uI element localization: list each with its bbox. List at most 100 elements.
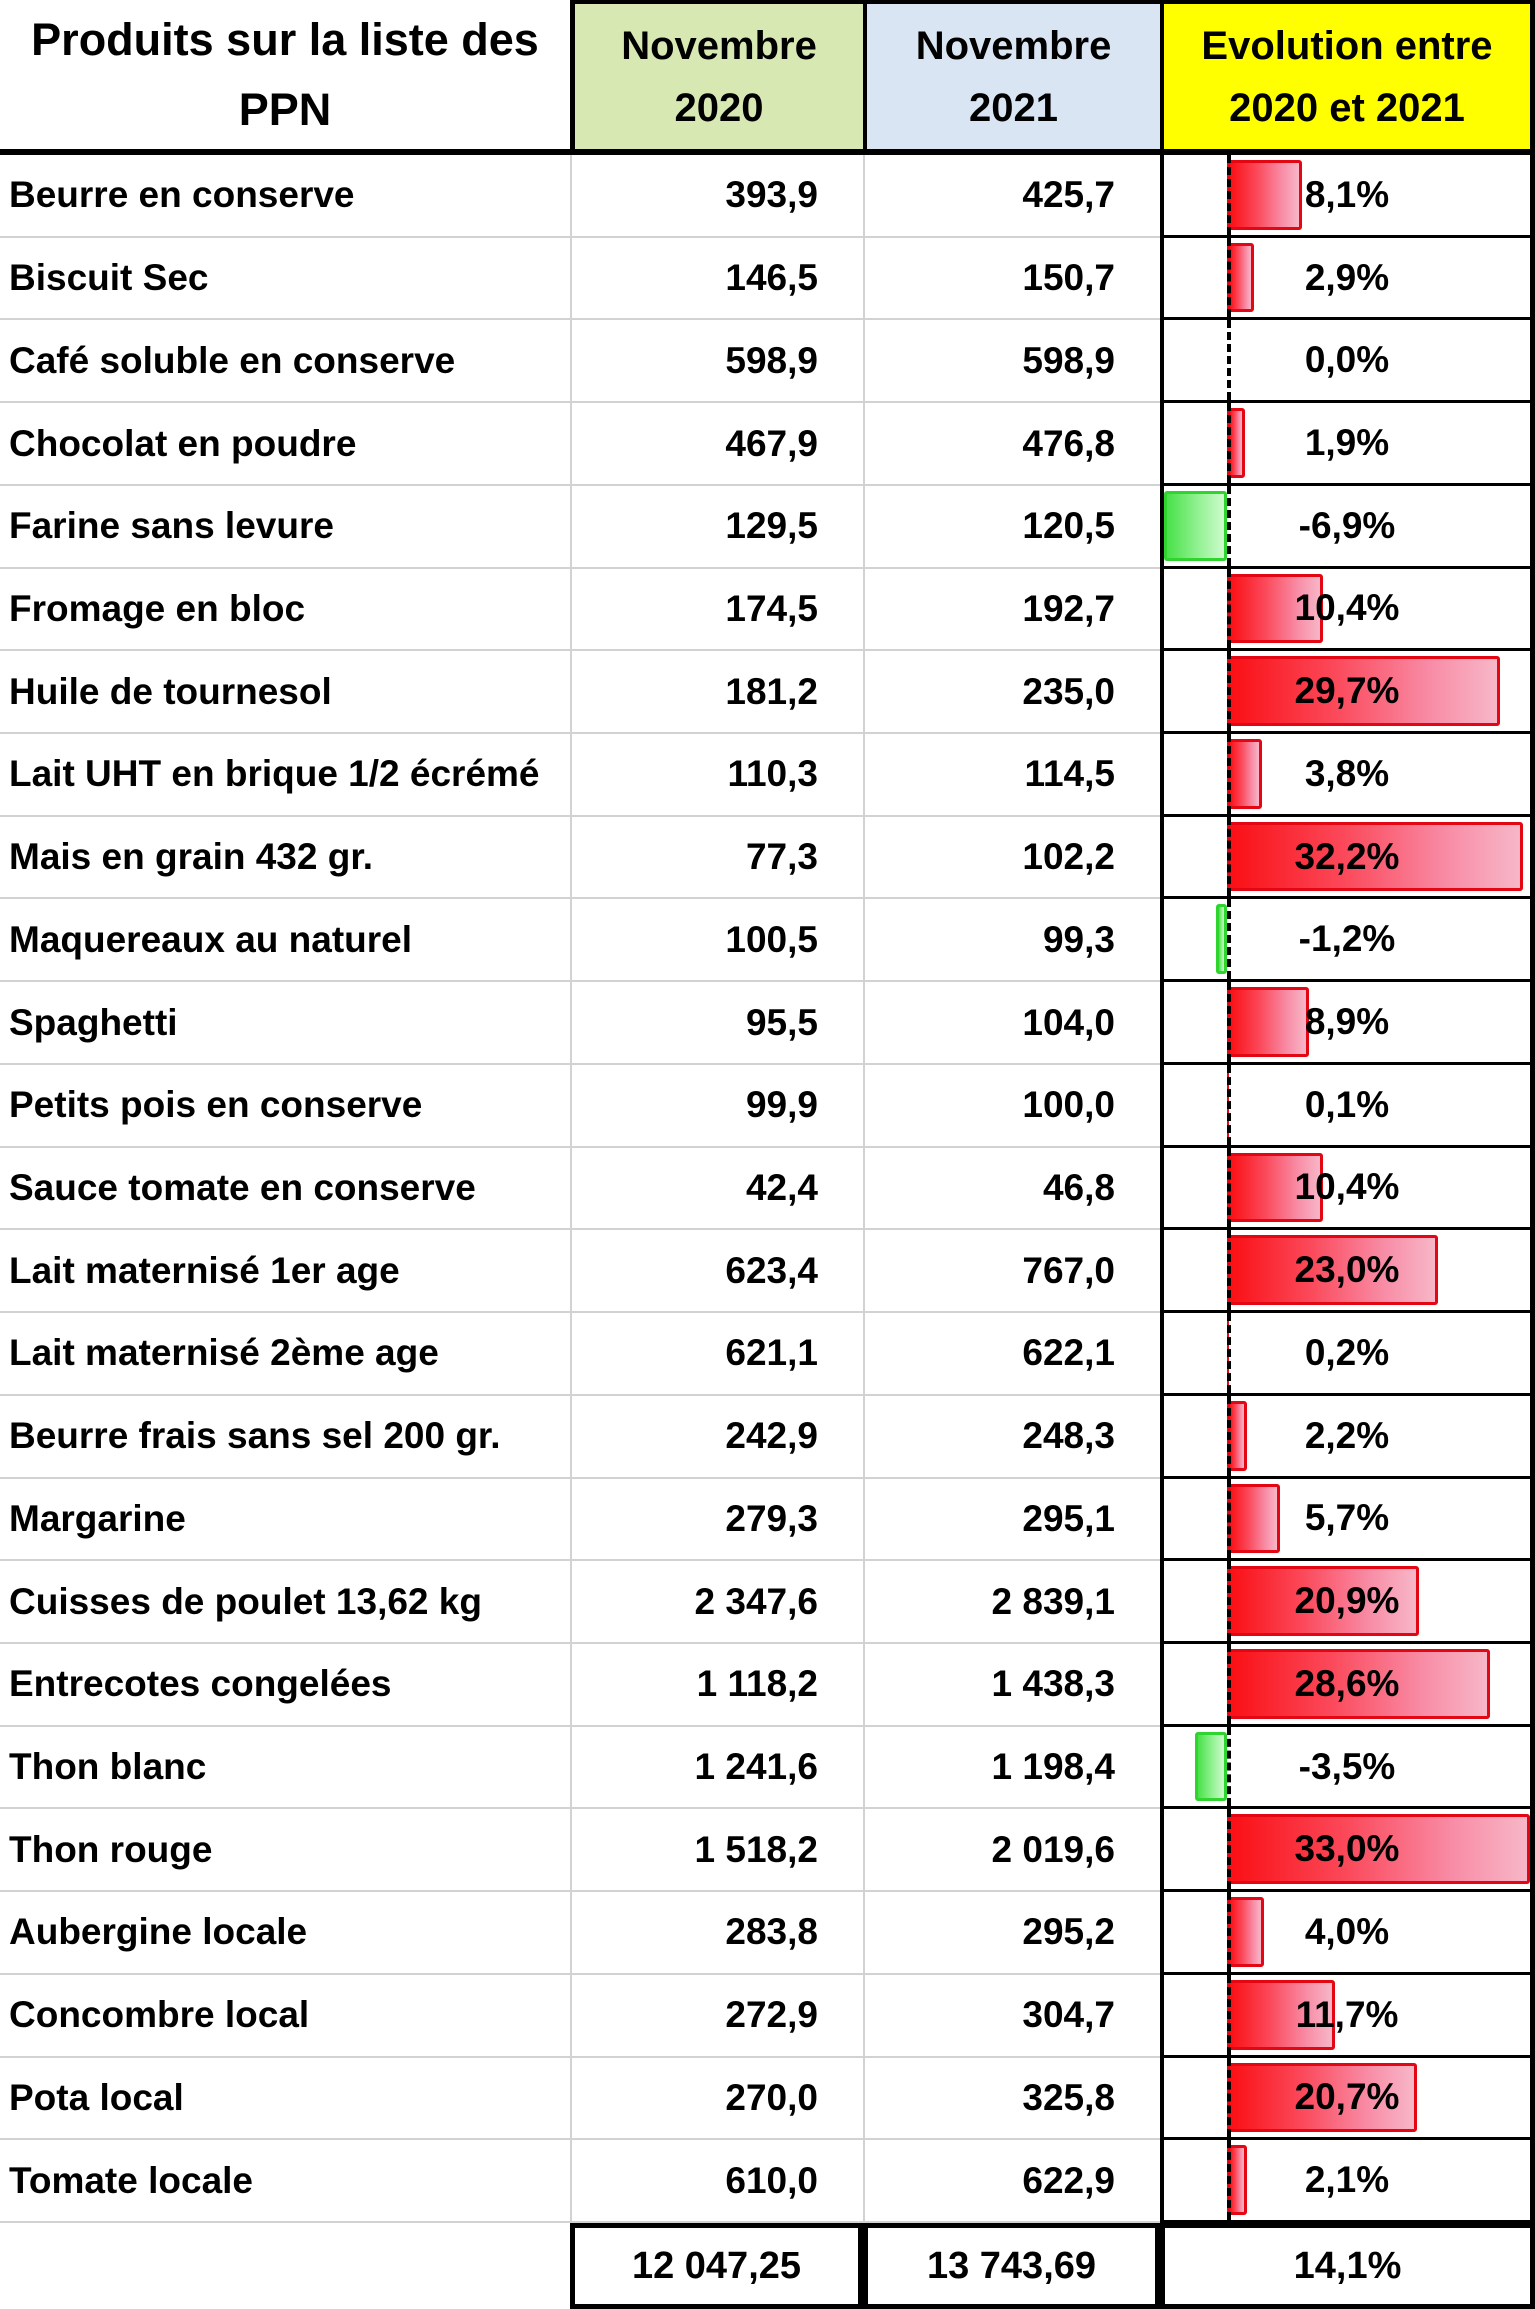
nov-2021-value: 598,9 <box>863 320 1160 404</box>
nov-2020-value: 272,9 <box>570 1974 863 2058</box>
nov-2021-value: 1 438,3 <box>863 1643 1160 1727</box>
nov-2021-value: 114,5 <box>863 734 1160 817</box>
nov-2020-value: 174,5 <box>570 568 863 652</box>
evolution-cell: -1,2% <box>1160 899 1535 983</box>
evolution-percent: 4,0% <box>1304 1910 1390 1952</box>
table-row: Sauce tomate en conserve 42,4 46,8 10,4% <box>0 1147 1535 1231</box>
nov-2020-value: 146,5 <box>570 237 863 321</box>
evolution-data-bar <box>1227 656 1500 727</box>
header-nov-2021-line2: 2021 <box>969 85 1058 130</box>
evolution-cell: 20,9% <box>1160 1561 1535 1644</box>
nov-2021-value: 767,0 <box>863 1230 1160 1314</box>
header-evolution: Evolution entre 2020 et 2021 <box>1160 0 1535 149</box>
product-name: Thon blanc <box>0 1727 570 1810</box>
table-row: Farine sans levure 129,5 120,5 -6,9% <box>0 485 1535 569</box>
table-row: Margarine 279,3 295,1 5,7% <box>0 1478 1535 1562</box>
evolution-data-bar <box>1227 1235 1439 1306</box>
table-row: Aubergine locale 283,8 295,2 4,0% <box>0 1892 1535 1975</box>
nov-2020-value: 270,0 <box>570 2057 863 2141</box>
zero-axis-line <box>1227 1064 1232 1145</box>
zero-axis-line <box>1227 1395 1232 1476</box>
table-row: Cuisses de poulet 13,62 kg 2 347,6 2 839,1… <box>0 1561 1535 1644</box>
nov-2021-value: 295,2 <box>863 1892 1160 1975</box>
evolution-percent: 23,0% <box>1294 1249 1400 1291</box>
table-row: Maquereaux au naturel 100,5 99,3 -1,2% <box>0 899 1535 983</box>
evolution-data-bar <box>1164 490 1228 561</box>
evolution-percent: 10,4% <box>1294 1166 1400 1208</box>
nov-2020-value: 242,9 <box>570 1395 863 1479</box>
product-name: Spaghetti <box>0 982 570 1065</box>
table-body: Beurre en conserve 393,9 425,7 8,1% Biscuit … <box>0 155 1535 2223</box>
nov-2020-value: 1 518,2 <box>570 1809 863 1893</box>
table-row: Huile de tournesol 181,2 235,0 29,7% <box>0 651 1535 735</box>
evolution-cell: 8,9% <box>1160 982 1535 1065</box>
nov-2020-value: 181,2 <box>570 651 863 735</box>
table-row: Lait maternisé 1er age 623,4 767,0 23,0% <box>0 1230 1535 1314</box>
header-nov-2021: Novembre 2021 <box>863 0 1160 149</box>
evolution-percent: 28,6% <box>1294 1662 1400 1704</box>
evolution-percent: 10,4% <box>1294 587 1400 629</box>
total-evolution: 14,1% <box>1160 2223 1535 2309</box>
nov-2021-value: 304,7 <box>863 1974 1160 2058</box>
zero-axis-line <box>1227 899 1232 980</box>
nov-2020-value: 95,5 <box>570 982 863 1065</box>
nov-2020-value: 1 241,6 <box>570 1726 863 1810</box>
product-name: Petits pois en conserve <box>0 1065 570 1148</box>
product-name: Lait maternisé 2ème age <box>0 1313 570 1396</box>
header-evolution-line1: Evolution entre <box>1201 23 1493 68</box>
zero-axis-line <box>1227 403 1232 483</box>
evolution-cell: 2,9% <box>1160 237 1535 321</box>
nov-2020-value: 598,9 <box>570 320 863 404</box>
evolution-percent: 2,9% <box>1304 256 1390 298</box>
table-row: Thon blanc 1 241,6 1 198,4 -3,5% <box>0 1726 1535 1810</box>
evolution-data-bar <box>1216 904 1228 975</box>
nov-2020-value: 283,8 <box>570 1892 863 1975</box>
zero-axis-line <box>1227 485 1232 566</box>
evolution-data-bar <box>1227 2062 1418 2133</box>
table-row: Chocolat en poudre 467,9 476,8 1,9% <box>0 403 1535 486</box>
evolution-cell: 10,4% <box>1160 1147 1535 1231</box>
evolution-percent: -3,5% <box>1298 1745 1396 1787</box>
evolution-percent: 1,9% <box>1304 422 1390 464</box>
nov-2021-value: 235,0 <box>863 651 1160 735</box>
evolution-cell: 28,6% <box>1160 1643 1535 1727</box>
nov-2020-value: 110,3 <box>570 734 863 817</box>
zero-axis-line <box>1227 237 1232 318</box>
evolution-cell: 8,1% <box>1160 155 1535 238</box>
evolution-percent: -1,2% <box>1298 918 1396 960</box>
evolution-percent: 2,2% <box>1304 1414 1390 1456</box>
evolution-percent: 3,8% <box>1304 752 1390 794</box>
table-row: Fromage en bloc 174,5 192,7 10,4% <box>0 568 1535 652</box>
nov-2020-value: 279,3 <box>570 1478 863 1562</box>
total-spacer <box>0 2223 570 2309</box>
evolution-data-bar <box>1227 573 1323 644</box>
nov-2021-value: 150,7 <box>863 237 1160 321</box>
nov-2021-value: 99,3 <box>863 899 1160 983</box>
evolution-percent: 5,7% <box>1304 1497 1390 1539</box>
evolution-cell: -6,9% <box>1160 485 1535 569</box>
zero-axis-line <box>1227 734 1232 814</box>
evolution-data-bar <box>1227 1648 1490 1719</box>
evolution-cell: 5,7% <box>1160 1478 1535 1562</box>
zero-axis-line <box>1227 982 1232 1062</box>
table-row: Petits pois en conserve 99,9 100,0 0,1% <box>0 1064 1535 1148</box>
nov-2020-value: 129,5 <box>570 485 863 569</box>
table-row: Tomate locale 610,0 622,9 2,1% <box>0 2140 1535 2223</box>
evolution-cell: 32,2% <box>1160 816 1535 900</box>
nov-2021-value: 2 019,6 <box>863 1809 1160 1893</box>
nov-2021-value: 2 839,1 <box>863 1561 1160 1644</box>
table-row: Thon rouge 1 518,2 2 019,6 33,0% <box>0 1809 1535 1893</box>
product-name: Chocolat en poudre <box>0 403 570 486</box>
header-nov-2021-line1: Novembre <box>915 23 1112 68</box>
table-row: Beurre en conserve 393,9 425,7 8,1% <box>0 155 1535 238</box>
nov-2020-value: 99,9 <box>570 1064 863 1148</box>
table-row: Spaghetti 95,5 104,0 8,9% <box>0 982 1535 1065</box>
evolution-data-bar <box>1227 821 1523 892</box>
header-products-line1: Produits sur la liste des <box>31 13 539 65</box>
zero-axis-line <box>1227 2057 1232 2138</box>
table-row: Lait maternisé 2ème age 621,1 622,1 0,2% <box>0 1313 1535 1396</box>
table-row: Beurre frais sans sel 200 gr. 242,9 248,3 2… <box>0 1395 1535 1479</box>
evolution-cell: 29,7% <box>1160 651 1535 735</box>
nov-2020-value: 42,4 <box>570 1147 863 1231</box>
